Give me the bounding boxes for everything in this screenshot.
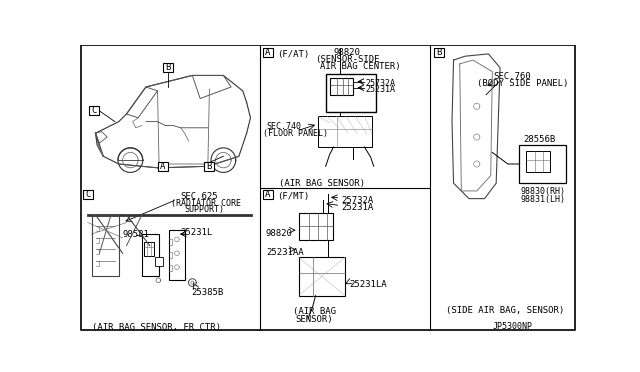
Bar	[157, 163, 168, 171]
Bar	[263, 190, 273, 199]
Text: 25231A: 25231A	[365, 86, 396, 94]
Text: (AIR BAG SENSOR): (AIR BAG SENSOR)	[279, 179, 365, 188]
Text: (SENSOR-SIDE: (SENSOR-SIDE	[316, 55, 380, 64]
Text: 25231A: 25231A	[341, 203, 373, 212]
Text: A: A	[265, 190, 271, 199]
Text: 25231L: 25231L	[180, 228, 213, 237]
Text: 25231AA: 25231AA	[266, 248, 303, 257]
Text: 25385B: 25385B	[191, 288, 223, 297]
Bar	[83, 190, 93, 199]
Text: SUPPORT): SUPPORT)	[184, 205, 225, 214]
Text: JP5300NP: JP5300NP	[492, 322, 532, 331]
Text: 28556B: 28556B	[524, 135, 556, 144]
Bar	[298, 257, 345, 296]
Bar	[330, 78, 353, 95]
Text: (RADIATOR CORE: (RADIATOR CORE	[172, 199, 241, 208]
Text: 98820: 98820	[333, 48, 360, 58]
Text: SEC.740: SEC.740	[266, 122, 301, 131]
Text: B: B	[165, 63, 171, 72]
Text: SENSOR): SENSOR)	[295, 315, 333, 324]
Bar	[204, 163, 214, 171]
Bar	[163, 63, 173, 71]
Text: SEC.625: SEC.625	[180, 192, 218, 201]
Text: AIR BAG CENTER): AIR BAG CENTER)	[320, 62, 401, 71]
Text: (F/AT): (F/AT)	[277, 50, 309, 59]
Text: A: A	[160, 162, 165, 171]
Bar	[263, 48, 273, 57]
Text: (AIR BAG SENSOR, FR CTR): (AIR BAG SENSOR, FR CTR)	[92, 323, 221, 331]
Text: B: B	[436, 48, 442, 57]
Text: (SIDE AIR BAG, SENSOR): (SIDE AIR BAG, SENSOR)	[446, 307, 564, 315]
Text: 25732A: 25732A	[365, 79, 396, 88]
Bar	[90, 106, 99, 115]
Text: 98820: 98820	[266, 229, 293, 238]
Text: C: C	[92, 106, 97, 115]
Bar	[142, 234, 159, 276]
Bar	[143, 242, 154, 256]
Text: 98831(LH): 98831(LH)	[521, 195, 566, 204]
Text: (F/MT): (F/MT)	[277, 192, 309, 201]
Text: (BODY SIDE PANEL): (BODY SIDE PANEL)	[477, 79, 568, 88]
Bar	[326, 74, 376, 112]
Bar	[318, 116, 372, 147]
Bar	[525, 151, 550, 173]
Text: SEC.760: SEC.760	[494, 71, 531, 81]
Bar	[434, 48, 444, 57]
Text: A: A	[265, 48, 271, 57]
Text: 98581: 98581	[123, 230, 150, 239]
Bar	[298, 213, 333, 240]
Text: C: C	[86, 190, 91, 199]
Bar	[520, 145, 566, 183]
Text: (FLOOR PANEL): (FLOOR PANEL)	[263, 129, 328, 138]
Bar	[169, 230, 184, 280]
Text: 25732A: 25732A	[341, 196, 373, 205]
Bar	[155, 257, 163, 266]
Text: 98830(RH): 98830(RH)	[521, 187, 566, 196]
Text: B: B	[206, 162, 212, 171]
Text: (AIR BAG: (AIR BAG	[292, 307, 335, 316]
Text: 25231LA: 25231LA	[349, 280, 387, 289]
